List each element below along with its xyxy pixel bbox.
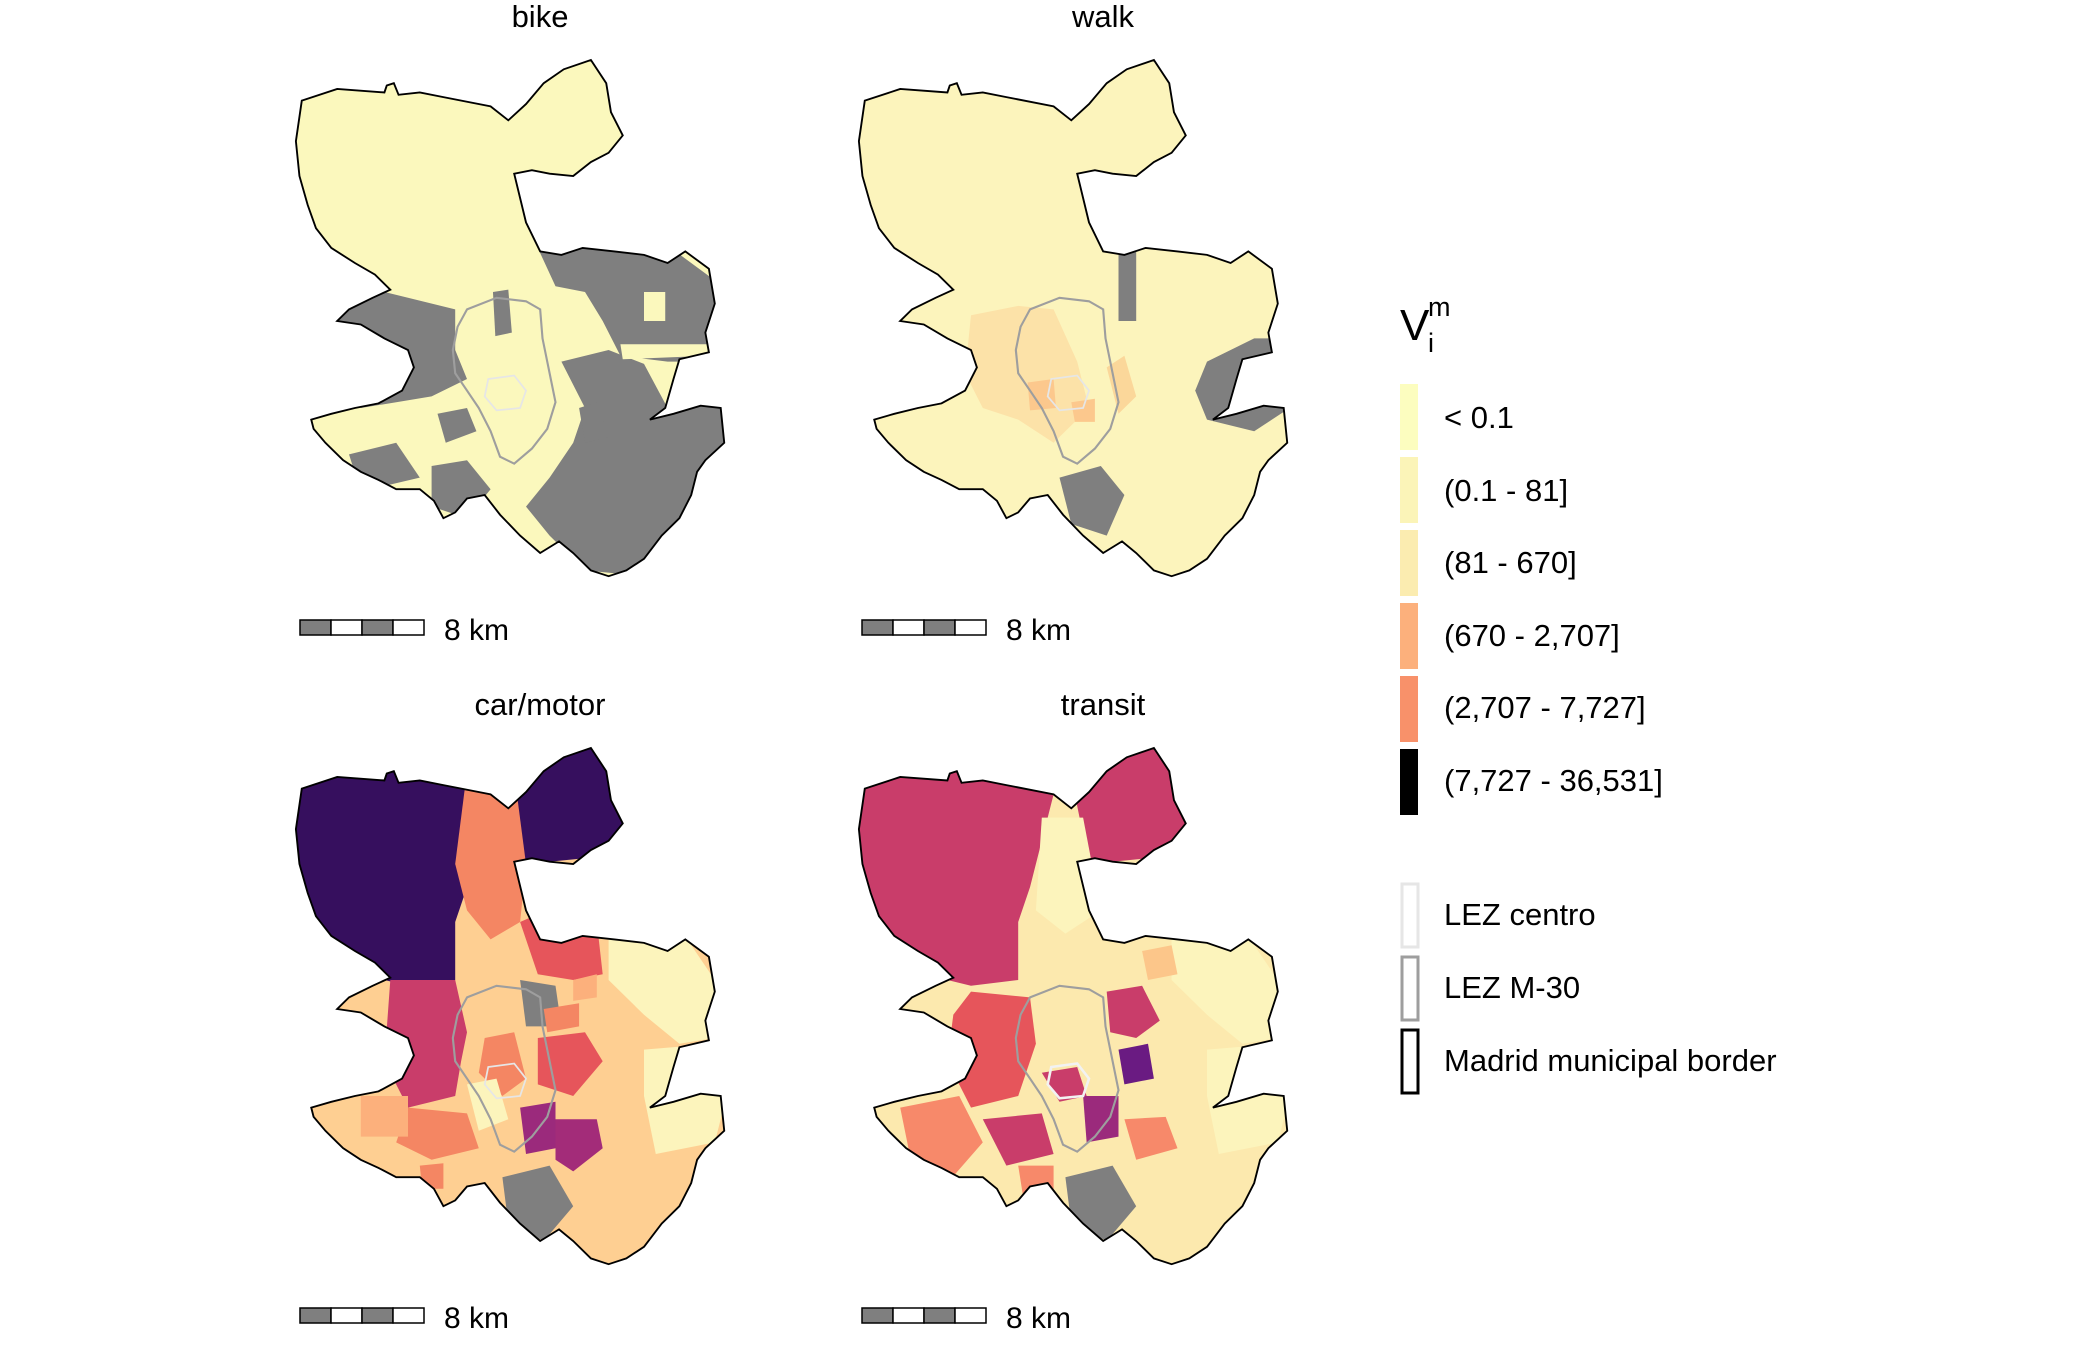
map-bike [294, 59, 726, 578]
scale-bar-car: 8 km [299, 1302, 509, 1335]
panel-walk: walk 8 km [857, 0, 1289, 647]
legend-swatch-1 [1400, 457, 1418, 523]
map-car [294, 747, 726, 1266]
legend-border-label-municipal: Madrid municipal border [1444, 1043, 1777, 1078]
legend-label-1: (0.1 - 81] [1444, 473, 1568, 508]
legend-border-label-lez-m30: LEZ M-30 [1444, 970, 1580, 1005]
legend-swatch-4 [1400, 676, 1418, 742]
legend-swatch-5 [1400, 749, 1418, 815]
scale-bar-bike: 8 km [299, 614, 509, 647]
legend-label-5: (7,727 - 36,531] [1444, 763, 1663, 798]
legend-label-3: (670 - 2,707] [1444, 618, 1620, 653]
legend-swatch-2 [1400, 530, 1418, 596]
scale-label-walk: 8 km [1006, 614, 1071, 647]
legend-swatch-0 [1400, 384, 1418, 450]
legend: V m i < 0.1 (0.1 - 81] (81 - 670] (670 -… [1400, 292, 1777, 1095]
panel-car: car/motor [294, 687, 726, 1335]
legend-title-main: V [1400, 301, 1430, 350]
legend-border-swatch-municipal [1400, 1028, 1420, 1095]
legend-title: V m i [1400, 292, 1451, 358]
scale-bar-transit: 8 km [861, 1302, 1071, 1335]
legend-title-sup: m [1428, 292, 1451, 322]
legend-border-label-lez-centro: LEZ centro [1444, 897, 1596, 932]
panel-transit: transit [857, 687, 1289, 1335]
scale-label-bike: 8 km [444, 614, 509, 647]
panel-title-bike: bike [512, 0, 569, 34]
legend-swatch-3 [1400, 603, 1418, 669]
map-transit [857, 747, 1289, 1266]
panel-title-car: car/motor [475, 687, 606, 722]
panel-title-transit: transit [1061, 687, 1146, 722]
scale-bar-walk: 8 km [861, 614, 1071, 647]
map-walk [857, 59, 1289, 578]
legend-title-sub: i [1428, 328, 1434, 358]
panel-bike: bike 8 km [294, 0, 726, 647]
legend-label-0: < 0.1 [1444, 400, 1514, 435]
legend-label-2: (81 - 670] [1444, 545, 1577, 580]
legend-classes: < 0.1 (0.1 - 81] (81 - 670] (670 - 2,707… [1400, 384, 1663, 815]
legend-label-4: (2,707 - 7,727] [1444, 690, 1646, 725]
scale-label-car: 8 km [444, 1302, 509, 1335]
panel-title-walk: walk [1071, 0, 1135, 34]
scale-label-transit: 8 km [1006, 1302, 1071, 1335]
legend-border-swatch-lez-m30 [1400, 955, 1420, 1022]
legend-border-swatch-lez-centro [1400, 882, 1420, 949]
legend-borders: LEZ centro LEZ M-30 Madrid municipal bor… [1400, 882, 1777, 1095]
